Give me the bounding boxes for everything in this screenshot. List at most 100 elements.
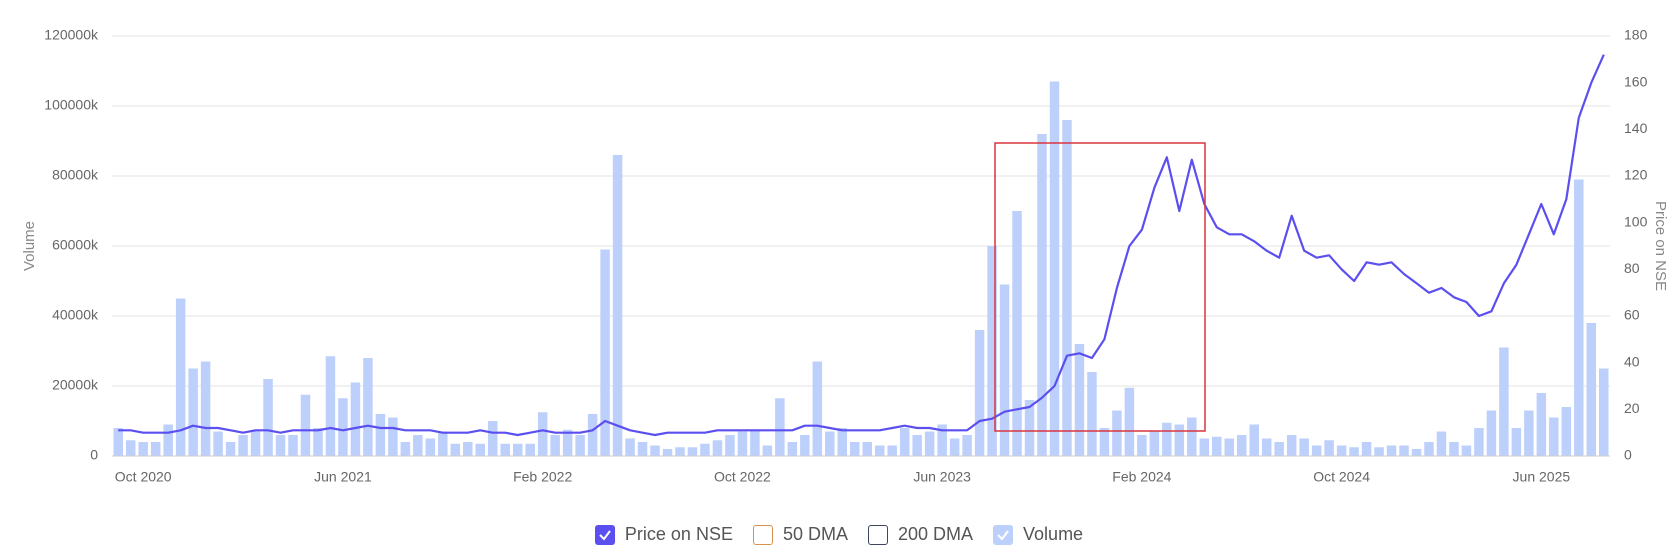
volume-bar [375,414,386,456]
volume-bar [300,394,311,456]
volume-bar [1074,344,1085,456]
volume-bar [188,368,198,456]
volume-bar [388,417,398,456]
legend-checkbox[interactable] [867,524,888,545]
volume-bar [825,431,835,456]
y2-tick-label: 100 [1624,213,1648,229]
y-tick-label: 20000k [52,377,99,393]
volume-bar [1561,407,1572,456]
volume-bar [325,356,336,456]
volume-bar [737,431,748,456]
volume-bar [1411,449,1422,456]
volume-bar [200,361,211,456]
volume-bar [1549,417,1559,456]
volume-bar [1386,445,1397,456]
volume-bar [862,442,872,456]
volume-bar [812,361,823,456]
y2-axis-title: Price on NSE [1652,201,1669,291]
x-tick-label: Oct 2022 [714,469,771,485]
volume-bar [1586,323,1597,456]
volume-bar [775,398,785,456]
volume-bar [712,440,723,456]
volume-bar [363,358,373,456]
volume-bar [912,435,922,456]
legend-item[interactable]: Volume [993,524,1083,545]
volume-bar [1436,431,1447,456]
volume-bar [600,249,610,456]
y2-tick-label: 0 [1624,447,1632,463]
volume-bar [1311,445,1322,456]
volume-bar [150,442,161,456]
volume-bar [1049,81,1060,456]
volume-bar [949,438,960,456]
y2-tick-label: 60 [1624,307,1640,323]
y2-tick-label: 40 [1624,353,1640,369]
volume-bar [1424,442,1434,456]
price-line [118,54,1605,437]
volume-bar [1236,435,1247,456]
legend-checkbox[interactable] [993,524,1014,545]
volume-bar [225,442,236,456]
volume-bar [700,443,710,456]
x-tick-label: Jun 2025 [1513,469,1571,485]
volume-bar [762,445,773,456]
volume-bar [874,445,885,456]
volume-bar [1349,447,1359,456]
volume-bar [1162,422,1172,456]
volume-bar [463,442,473,456]
volume-bar [175,298,186,456]
volume-bar [537,412,548,456]
y-tick-label: 40000k [52,307,99,323]
volume-bar [562,429,573,456]
volume-bar [350,382,361,456]
volume-bar [163,424,173,456]
check-icon [997,529,1009,541]
volume-bar [1361,442,1372,456]
legend-checkbox[interactable] [594,524,615,545]
volume-bar [675,447,685,456]
highlight-box [994,142,1206,432]
volume-bar [1099,428,1110,456]
volume-bar [450,443,461,456]
legend-label: 50 DMA [782,524,848,544]
volume-bar [937,424,947,456]
volume-bar [750,429,760,456]
legend-label: Volume [1023,524,1084,544]
volume-bar [288,435,298,456]
volume-bar [625,438,635,456]
legend-item[interactable]: 50 DMA [752,524,848,545]
legend-label: Price on NSE [624,524,733,544]
volume-bar [1574,179,1584,456]
volume-bar [1486,410,1497,456]
volume-bar [1336,445,1347,456]
volume-bar [1212,436,1222,456]
volume-bar [1249,424,1259,456]
volume-bar [1274,442,1284,456]
volume-bar [987,246,997,456]
volume-bar [587,414,598,456]
volume-bar [263,379,273,456]
y2-tick-label: 20 [1624,400,1640,416]
volume-bar [1112,410,1122,456]
volume-bar [500,443,510,456]
volume-bar [612,155,623,456]
y2-tick-label: 160 [1624,73,1648,89]
y2-tick-label: 80 [1624,260,1640,276]
volume-bar [725,435,735,456]
check-icon [599,529,611,541]
legend-item[interactable]: Price on NSE [594,524,733,545]
x-tick-label: Oct 2020 [115,469,172,485]
volume-bar [125,440,136,456]
volume-bar [475,443,486,456]
legend-item[interactable]: 200 DMA [867,524,973,545]
volume-bar [1187,417,1197,456]
y-tick-label: 60000k [52,237,99,253]
volume-bar [787,442,798,456]
legend-checkbox[interactable] [752,524,773,545]
volume-bar [550,435,560,456]
legend: Price on NSE 50 DMA 200 DMA Volume [0,524,1678,545]
x-tick-label: Feb 2024 [1112,469,1171,485]
x-tick-label: Feb 2022 [513,469,572,485]
volume-bar [275,435,286,456]
